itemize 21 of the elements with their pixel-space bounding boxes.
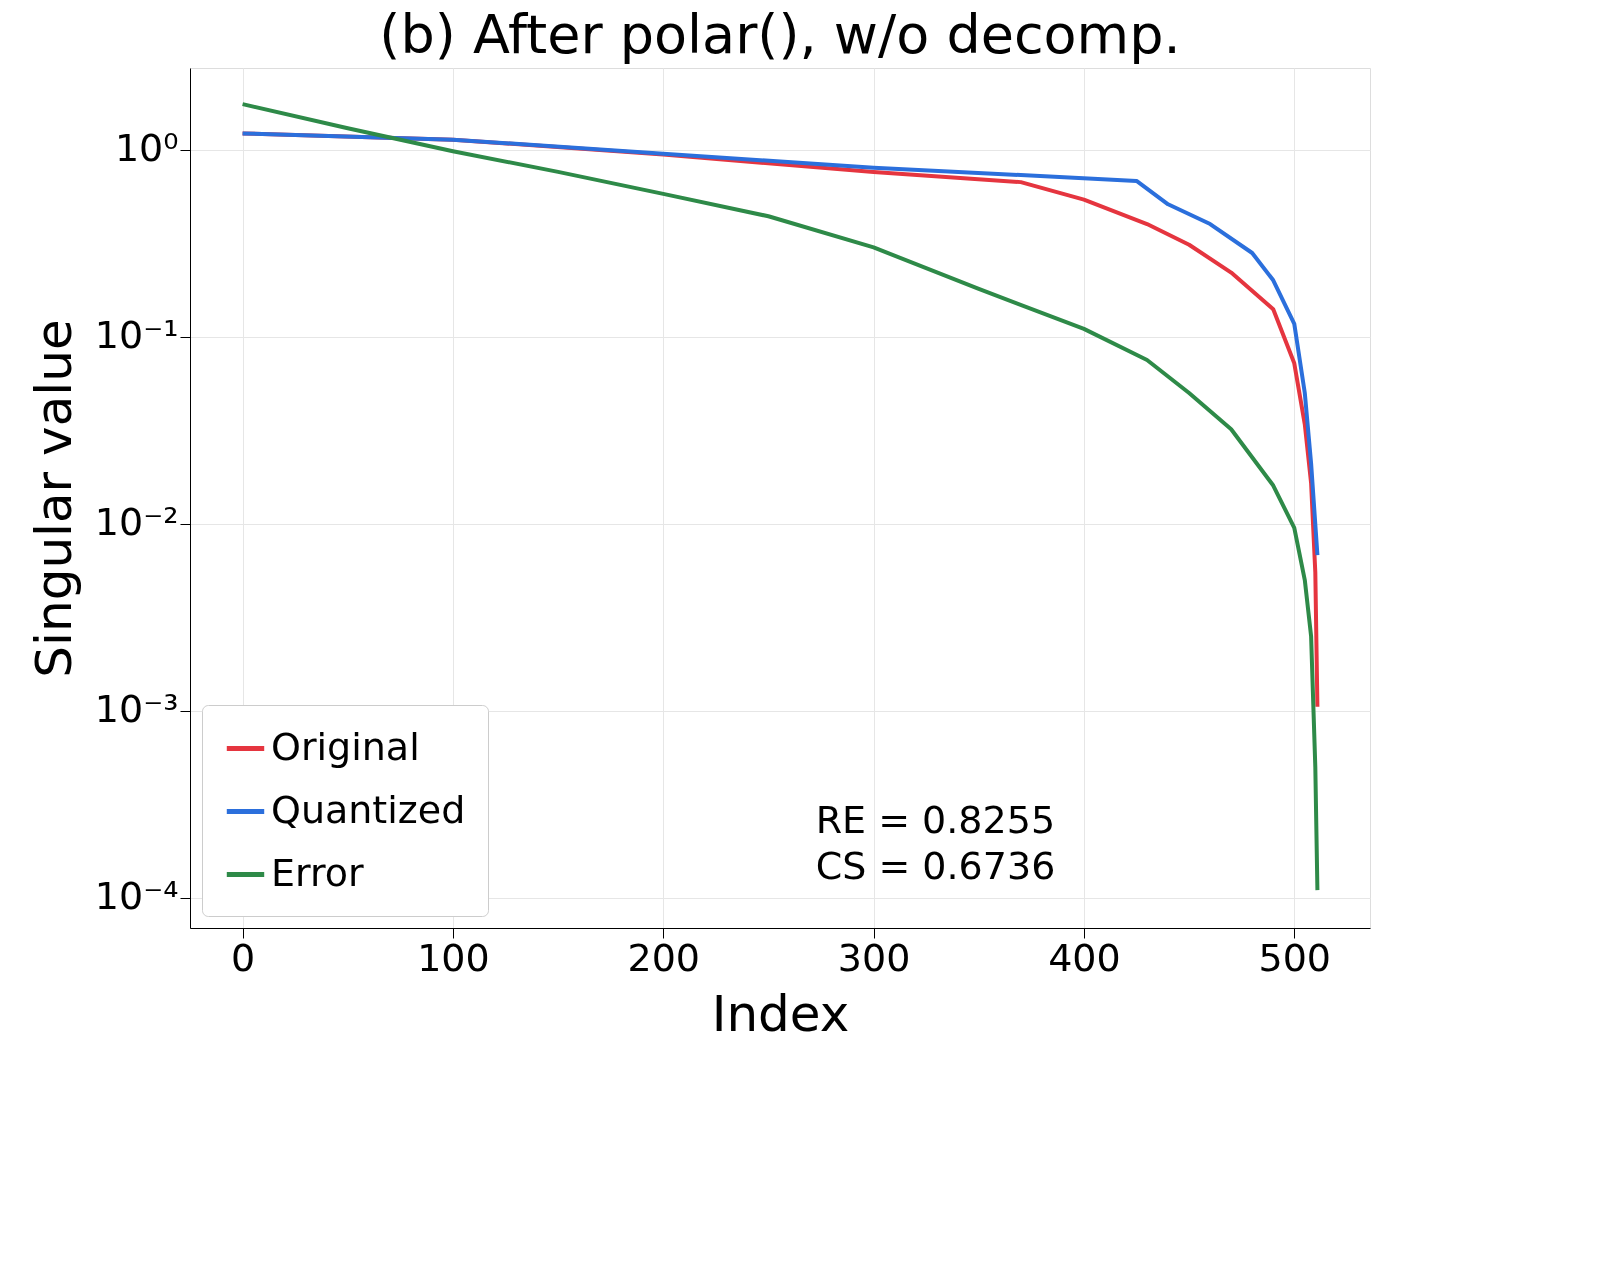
legend-label: Error [271, 850, 364, 895]
y-tick-label: 10⁻⁴ [94, 874, 179, 919]
y-tick-label: 10⁻³ [94, 687, 179, 732]
y-axis-title: Singular value [24, 319, 83, 678]
x-axis-title: Index [711, 984, 850, 1043]
line-series [240, 131, 1320, 558]
x-tick-label: 400 [1048, 935, 1121, 980]
line-series [240, 102, 1320, 893]
x-tick-label: 500 [1258, 935, 1332, 980]
legend-label: Quantized [271, 787, 466, 832]
annotation: RE = 0.8255 [815, 798, 1056, 842]
chart-title: (b) After polar(), w/o decomp. [379, 3, 1181, 66]
annotation: CS = 0.6736 [815, 844, 1056, 888]
y-tick-label: 10⁻¹ [94, 313, 179, 358]
x-tick-label: 100 [417, 935, 490, 980]
legend-label: Original [271, 724, 420, 769]
x-tick-label: 200 [627, 935, 701, 980]
y-tick-label: 10⁻² [94, 500, 179, 545]
x-tick-label: 0 [230, 935, 256, 980]
x-tick-label: 300 [837, 935, 911, 980]
y-tick-label: 10⁰ [114, 126, 179, 171]
